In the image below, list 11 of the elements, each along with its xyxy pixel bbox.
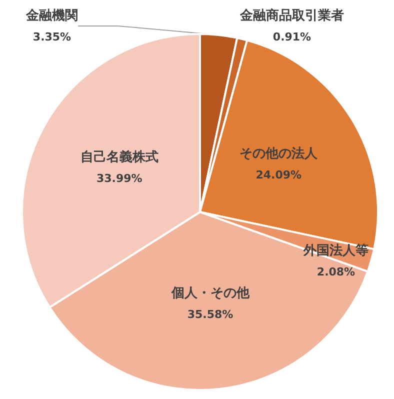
data-label: 33.99% — [96, 172, 142, 186]
slice-label: 自己名義株式 — [80, 149, 158, 166]
slice-label: 金融商品取引業者 — [239, 8, 344, 24]
data-label: 24.09% — [256, 168, 302, 182]
data-label: 35.58% — [187, 308, 234, 321]
data-label: 3.35% — [32, 30, 72, 44]
slice-label: 金融機関 — [25, 8, 78, 24]
data-label: 0.91% — [272, 30, 312, 44]
slice-label: 個人・その他 — [170, 286, 250, 301]
data-label: 2.08% — [316, 266, 356, 278]
slice-label: その他の法人 — [240, 146, 319, 162]
